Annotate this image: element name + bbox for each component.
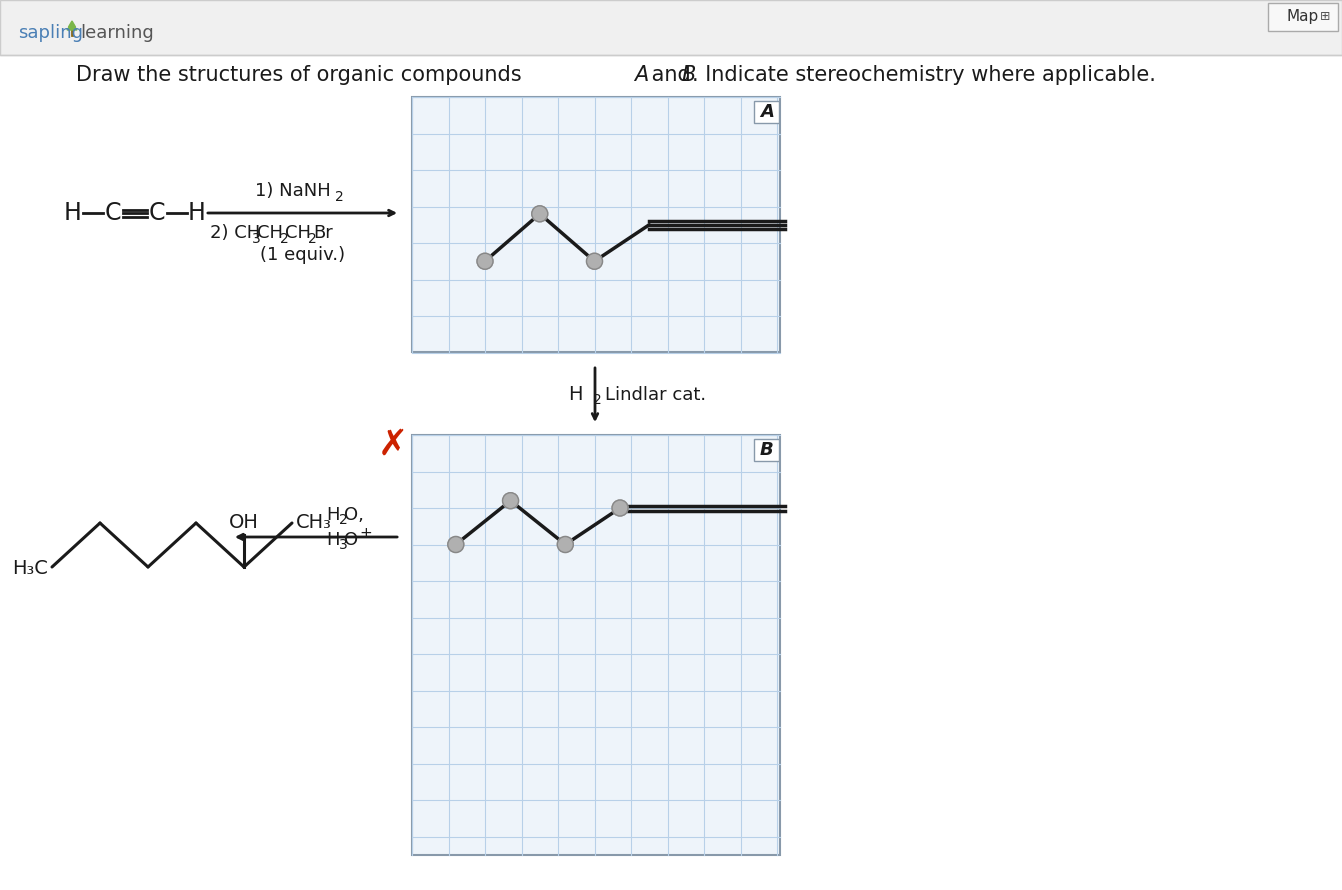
Text: 3: 3 bbox=[340, 538, 348, 552]
Bar bbox=[754, 439, 778, 461]
Text: CH₃: CH₃ bbox=[297, 514, 331, 532]
Text: . Indicate stereochemistry where applicable.: . Indicate stereochemistry where applica… bbox=[692, 65, 1155, 85]
Bar bbox=[0, 0, 1342, 55]
Text: ✗: ✗ bbox=[378, 428, 408, 462]
Text: OH: OH bbox=[229, 513, 259, 531]
Circle shape bbox=[448, 537, 464, 553]
Text: B: B bbox=[680, 65, 695, 85]
Circle shape bbox=[586, 254, 603, 270]
Text: Draw the structures of organic compounds: Draw the structures of organic compounds bbox=[76, 65, 529, 85]
Text: H: H bbox=[188, 201, 205, 225]
Circle shape bbox=[502, 493, 518, 509]
Text: H₃C: H₃C bbox=[12, 560, 48, 579]
Text: H: H bbox=[326, 506, 340, 524]
Text: H: H bbox=[569, 385, 582, 404]
Text: 3: 3 bbox=[252, 232, 260, 246]
Text: O,: O, bbox=[344, 506, 364, 524]
Text: and: and bbox=[646, 65, 698, 85]
Text: Lindlar cat.: Lindlar cat. bbox=[605, 386, 706, 404]
Text: Br: Br bbox=[313, 224, 333, 242]
Text: C: C bbox=[149, 201, 165, 225]
Text: 1) NaNH: 1) NaNH bbox=[255, 182, 330, 200]
Text: B: B bbox=[760, 441, 774, 459]
Text: 2: 2 bbox=[280, 232, 289, 246]
Text: sapling: sapling bbox=[17, 24, 83, 42]
Polygon shape bbox=[68, 21, 75, 27]
Text: (1 equiv.): (1 equiv.) bbox=[260, 246, 345, 264]
Bar bbox=[754, 101, 778, 123]
Text: learning: learning bbox=[81, 24, 154, 42]
Bar bbox=[412, 97, 780, 352]
Circle shape bbox=[531, 206, 548, 222]
Text: O: O bbox=[344, 531, 358, 549]
Text: 2: 2 bbox=[593, 393, 601, 407]
Text: 2: 2 bbox=[309, 232, 317, 246]
Text: A: A bbox=[633, 65, 648, 85]
Text: A: A bbox=[760, 103, 774, 121]
Circle shape bbox=[476, 254, 493, 270]
Circle shape bbox=[557, 537, 573, 553]
Text: ⊞: ⊞ bbox=[1319, 11, 1330, 23]
Text: 2: 2 bbox=[336, 190, 345, 204]
Bar bbox=[1268, 3, 1338, 31]
Bar bbox=[412, 435, 780, 855]
Polygon shape bbox=[67, 23, 76, 30]
Text: 2) CH: 2) CH bbox=[209, 224, 260, 242]
Text: H: H bbox=[326, 531, 340, 549]
Circle shape bbox=[612, 500, 628, 516]
Text: CH: CH bbox=[285, 224, 311, 242]
Text: 2: 2 bbox=[340, 513, 348, 527]
Text: Map: Map bbox=[1287, 10, 1319, 25]
Text: +: + bbox=[360, 525, 372, 540]
Text: CH: CH bbox=[258, 224, 283, 242]
Text: H: H bbox=[64, 201, 82, 225]
Text: C: C bbox=[105, 201, 121, 225]
